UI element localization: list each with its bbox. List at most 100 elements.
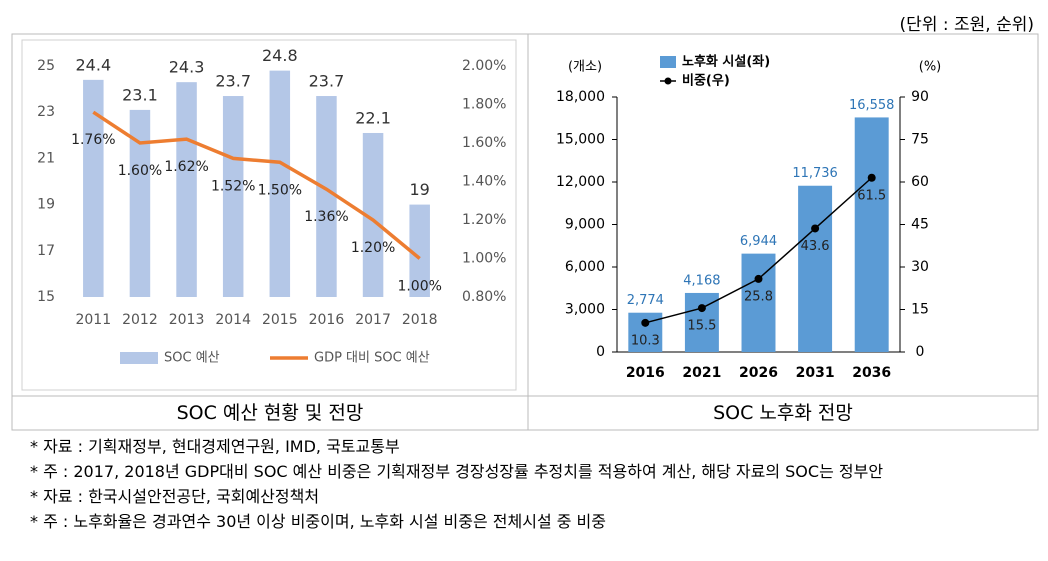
- bar: [316, 96, 337, 297]
- y-tick-label: 0: [596, 344, 605, 360]
- y2-tick-label: 1.00%: [462, 251, 506, 267]
- bar: [798, 185, 833, 352]
- note: * 자료 : 기획재정부, 현대경제연구원, IMD, 국토교통부: [30, 437, 400, 456]
- charts: 15 17 19 21 23 25 0.80% 1.00% 1.20% 1.40% 1.60% 1.8…: [11, 33, 1039, 431]
- line-value-label: 1.00%: [397, 279, 441, 295]
- line-value-label: 1.76%: [71, 132, 115, 148]
- line-marker: [697, 304, 706, 313]
- x-tick-label: 2026: [739, 365, 778, 381]
- legend-label: 비중(우): [682, 74, 730, 89]
- bar-value-label: 22.1: [355, 108, 391, 127]
- bar-value-label: 16,558: [849, 98, 895, 113]
- line: [92, 110, 421, 260]
- bar-value-label: 2,774: [627, 293, 664, 308]
- line-marker: [867, 173, 876, 182]
- line-value-label: 1.50%: [258, 182, 302, 198]
- x-tick-label: 2021: [682, 365, 721, 381]
- x-tick-label: 2014: [215, 312, 251, 328]
- y-tick-label: 19: [37, 197, 55, 213]
- y2-tick-label: 75: [911, 132, 929, 148]
- y-tick-label: 3,000: [565, 302, 605, 318]
- y-tick-label: 15: [37, 289, 55, 305]
- x-tick-label: 2013: [169, 312, 205, 328]
- bar-value-label: 6,944: [740, 234, 777, 249]
- y-axis-title: (개소): [568, 60, 602, 75]
- bar: [409, 204, 430, 297]
- line-value-label: 1.36%: [304, 209, 348, 225]
- line-value-label: 1.52%: [211, 178, 255, 194]
- x-tick-label: 2031: [796, 365, 835, 381]
- bar-value-label: 19: [410, 180, 430, 199]
- chart-frame: [21, 39, 517, 391]
- y-tick-label: 9,000: [565, 217, 605, 233]
- bar: [854, 117, 889, 352]
- y2-tick-label: 1.20%: [462, 212, 506, 228]
- line-marker: [811, 224, 820, 233]
- x-tick-label: 2017: [355, 312, 391, 328]
- x-tick-label: 2016: [309, 312, 345, 328]
- y-tick-label: 21: [37, 150, 55, 166]
- bar: [129, 109, 151, 297]
- y-tick-label: 17: [37, 243, 55, 259]
- y2-tick-label: 45: [911, 217, 929, 233]
- bar-value-label: 23.7: [309, 72, 345, 91]
- x-tick-label: 2012: [122, 312, 158, 328]
- note: * 주 : 노후화율은 경과연수 30년 이상 비중이며, 노후화 시설 비중은…: [30, 512, 606, 531]
- y2-tick-label: 15: [911, 302, 929, 318]
- x-tick-label: 2011: [75, 312, 111, 328]
- bar: [741, 253, 776, 352]
- bar: [222, 96, 244, 297]
- y2-tick-label: 0.80%: [462, 289, 506, 305]
- line-value-label: 25.8: [744, 289, 773, 304]
- legend-label: GDP 대비 SOC 예산: [314, 351, 430, 366]
- note: * 자료 : 한국시설안전공단, 국회예산정책처: [30, 487, 320, 506]
- y-tick-label: 25: [37, 58, 55, 74]
- bar: [362, 132, 384, 297]
- y2-tick-label: 1.80%: [462, 97, 506, 113]
- caption: SOC 예산 현황 및 전망: [176, 402, 364, 424]
- y2-tick-label: 60: [911, 174, 929, 190]
- unit-note: (단위 : 조원, 순위): [899, 15, 1034, 35]
- line-value-label: 61.5: [857, 188, 886, 203]
- y-tick-label: 15,000: [556, 132, 605, 148]
- line-value-label: 1.60%: [118, 163, 162, 179]
- y-tick-label: 18,000: [556, 89, 605, 105]
- x-tick-label: 2018: [402, 312, 438, 328]
- line-marker: [754, 274, 763, 283]
- bar-value-label: 23.1: [122, 85, 158, 104]
- y2-tick-label: 30: [911, 259, 929, 275]
- bar-value-label: 11,736: [792, 166, 838, 181]
- bar-value-label: 24.3: [169, 58, 205, 77]
- x-tick-label: 2036: [852, 365, 891, 381]
- line-value-label: 43.6: [801, 239, 830, 254]
- bar-value-label: 24.4: [76, 55, 112, 74]
- line-marker: [641, 318, 650, 327]
- note: * 주 : 2017, 2018년 GDP대비 SOC 예산 비중은 기획재정부…: [30, 462, 884, 481]
- bar: [83, 79, 104, 297]
- legend-marker: [664, 77, 672, 85]
- bar: [269, 70, 291, 298]
- line-value-label: 10.3: [631, 333, 660, 348]
- bar-value-label: 4,168: [683, 273, 720, 288]
- bar-value-label: 23.7: [215, 72, 251, 91]
- y2-tick-label: 2.00%: [462, 58, 506, 74]
- line-value-label: 15.5: [687, 319, 716, 334]
- caption: SOC 노후화 전망: [713, 402, 853, 424]
- legend-label: SOC 예산: [164, 351, 220, 366]
- line-value-label: 1.20%: [351, 240, 395, 256]
- y2-tick-label: 1.40%: [462, 174, 506, 190]
- legend-swatch: [120, 352, 158, 364]
- y-tick-label: 6,000: [565, 259, 605, 275]
- legend-swatch: [660, 56, 676, 68]
- legend-label: 노후화 시설(좌): [682, 54, 770, 70]
- y-tick-label: 23: [37, 104, 55, 120]
- notes: * 자료 : 기획재정부, 현대경제연구원, IMD, 국토교통부 * 주 : 2…: [30, 434, 1030, 534]
- bar: [176, 82, 197, 297]
- x-tick-label: 2015: [262, 312, 298, 328]
- y2-tick-label: 0: [916, 344, 925, 360]
- line-value-label: 1.62%: [164, 159, 208, 175]
- x-tick-label: 2016: [626, 365, 665, 381]
- table-border: [11, 33, 1039, 431]
- y2-tick-label: 90: [911, 89, 929, 105]
